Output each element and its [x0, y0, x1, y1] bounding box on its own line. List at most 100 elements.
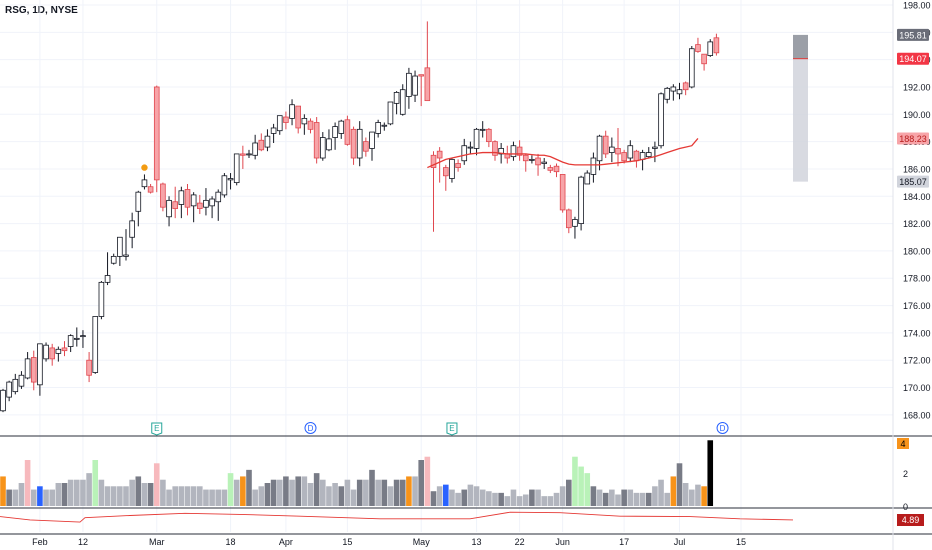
volume-bar [301, 476, 308, 506]
candle [6, 380, 12, 402]
candle-body [418, 74, 424, 77]
candle [313, 117, 320, 164]
price-axis[interactable]: 168.00 170.00 172.00 174.00 176.00 178.00 180.… [897, 1, 931, 421]
candle [707, 39, 714, 57]
candle [627, 140, 634, 163]
candle [209, 196, 215, 219]
candle [559, 174, 566, 213]
candle-body [590, 157, 597, 175]
time-axis[interactable]: Feb 12 Mar 18 Apr 15 May 13 22 Jun 17 Jul 15 [32, 537, 746, 547]
candle-body [135, 191, 142, 212]
volume-bar [270, 479, 277, 506]
volume-bar [233, 479, 240, 506]
candle [535, 153, 541, 176]
candle [86, 352, 92, 383]
price-tick-label: 192.00 [903, 82, 931, 92]
volume-bar [178, 486, 185, 506]
range-box [793, 34, 808, 182]
volume-bar [0, 476, 6, 506]
dividend-event: D [304, 422, 317, 434]
volume-bar [424, 456, 431, 506]
volume-bar [147, 483, 154, 506]
volume-bar [37, 486, 43, 506]
candle [566, 208, 572, 234]
time-tick-label: Apr [279, 537, 293, 547]
volume-bar [369, 469, 375, 506]
volume-bar [399, 479, 406, 506]
candle-body [627, 145, 634, 159]
chart-title: RSG, 1D, NYSE [5, 5, 78, 16]
price-tick-label: 168.00 [903, 410, 931, 420]
candle-body [184, 189, 191, 208]
candle [117, 236, 123, 266]
candle [74, 327, 80, 347]
candle [621, 149, 627, 164]
candle-body [406, 72, 412, 97]
candle-body [547, 167, 554, 171]
volume-bar [701, 486, 707, 506]
candle [338, 119, 345, 139]
volume-bar [393, 479, 400, 506]
price-tick-label: 198.00 [903, 1, 931, 11]
candle [406, 67, 412, 109]
candle-body [6, 381, 12, 398]
candle [67, 334, 74, 353]
volume-bar [55, 483, 62, 506]
candle [522, 153, 529, 172]
candle-body [166, 199, 172, 218]
moving-average-line [427, 138, 699, 169]
volume-bar [572, 456, 578, 506]
candle [184, 183, 191, 216]
volume-bar [49, 489, 55, 506]
candle-body [633, 150, 640, 162]
candle [37, 343, 43, 396]
volume-bar [682, 483, 689, 506]
volume-bar [240, 476, 246, 506]
candle [553, 163, 560, 178]
time-tick-label: 17 [619, 537, 629, 547]
time-tick-label: 13 [472, 537, 482, 547]
candle-body [196, 202, 203, 209]
candle-body [615, 148, 621, 155]
volume-bar [670, 476, 677, 506]
dividend-icon [304, 422, 317, 434]
price-label-bg [897, 175, 929, 188]
volume-bar [153, 463, 160, 506]
candle [55, 346, 62, 362]
volume-bar [104, 486, 111, 506]
candle [529, 155, 535, 164]
volume-bar [590, 486, 597, 506]
earnings-event: E [446, 422, 458, 436]
candle [455, 159, 461, 172]
candle [129, 212, 135, 249]
candle [664, 86, 670, 104]
candle-body [461, 145, 468, 162]
price-tick-label: 178.00 [903, 274, 931, 284]
volume-bar [307, 483, 314, 506]
candle [18, 371, 25, 389]
candle-body [596, 135, 603, 162]
price-tick-label: 184.00 [903, 192, 931, 202]
candle-body [436, 150, 443, 159]
candle-body [645, 152, 652, 158]
candle [147, 183, 154, 194]
volume-bar [436, 486, 443, 506]
candle-body [209, 198, 215, 207]
time-tick-label: May [413, 537, 431, 547]
candle-body [652, 146, 658, 149]
candle-body [658, 93, 664, 147]
candle-body [98, 281, 105, 317]
candle [387, 101, 394, 126]
candle-body [701, 53, 707, 65]
volume-bar [246, 469, 252, 506]
indicator-value: 4.89 [902, 515, 920, 525]
indicator-badge: 4.89 [897, 514, 924, 526]
candle [424, 21, 431, 102]
candle-body [37, 343, 43, 386]
volume-bar [412, 476, 418, 506]
candle-body [442, 167, 449, 177]
candle-body [529, 158, 535, 161]
earnings-icon [151, 422, 163, 436]
volume-bar [123, 486, 129, 506]
